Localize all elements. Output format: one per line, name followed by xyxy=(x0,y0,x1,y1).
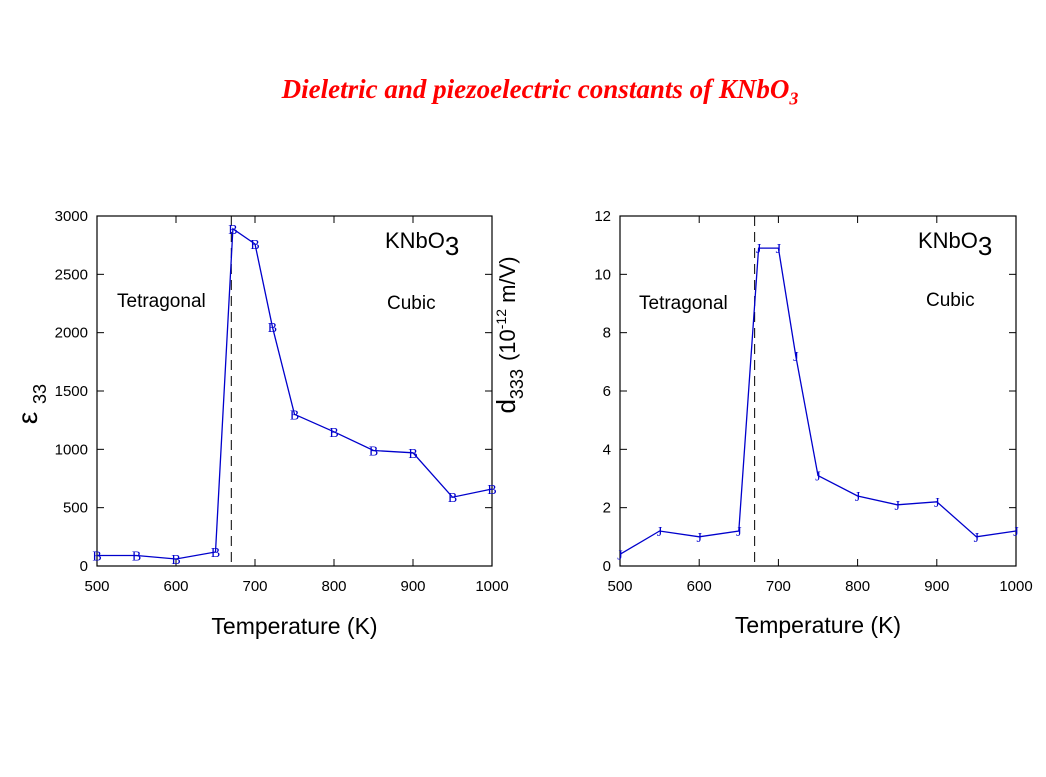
x-tick-label: 1000 xyxy=(999,578,1032,595)
x-tick-label: 900 xyxy=(924,578,949,595)
data-point: B xyxy=(211,546,220,561)
tetragonal-label: Tetragonal xyxy=(639,293,728,314)
data-point: B xyxy=(250,238,259,253)
y-tick-label: 1000 xyxy=(55,441,88,458)
title-text: Dieletric and piezoelectric constants of… xyxy=(281,74,790,104)
y-tick-label: 2000 xyxy=(55,325,88,342)
x-tick-label: 600 xyxy=(687,578,712,595)
cubic-label: Cubic xyxy=(926,290,975,311)
page-title: Dieletric and piezoelectric constants of… xyxy=(0,74,1046,109)
y-tick-label: 2 xyxy=(603,500,611,517)
x-tick-label: 500 xyxy=(607,578,632,595)
compound-subscript: 3 xyxy=(978,231,992,261)
y-axis-label: d333 (10-12 m/V) xyxy=(491,256,527,413)
compound-subscript: 3 xyxy=(445,231,459,261)
y-tick-label: 0 xyxy=(80,558,88,575)
data-point: J xyxy=(855,490,861,505)
data-point: B xyxy=(171,553,180,568)
data-point: B xyxy=(92,550,101,565)
compound-label: KNbO3 xyxy=(385,228,459,261)
series-line xyxy=(619,247,1017,555)
compound-label: KNbO3 xyxy=(918,228,992,261)
y-tick-label: 6 xyxy=(603,383,611,400)
x-axis-label: Temperature (K) xyxy=(735,612,901,638)
x-axis-label: Temperature (K) xyxy=(211,613,377,639)
data-point: B xyxy=(290,408,299,423)
data-point: B xyxy=(329,426,338,441)
y-axis-label-symbol: ε xyxy=(12,412,43,424)
plot-frame xyxy=(619,215,1017,567)
x-tick-label: 700 xyxy=(242,578,267,595)
data-point: B xyxy=(408,447,417,462)
compound-text: KNbO xyxy=(385,228,445,253)
data-point: J xyxy=(617,548,623,563)
data-point: J xyxy=(736,525,742,540)
data-point: J xyxy=(974,531,980,546)
tetragonal-label: Tetragonal xyxy=(117,291,206,312)
data-point: J xyxy=(756,242,762,257)
y-axis-label-subscript: 333 xyxy=(507,369,527,399)
y-axis-label-subscript: 33 xyxy=(30,384,50,404)
data-point: J xyxy=(793,350,799,365)
x-tick-label: 500 xyxy=(84,578,109,595)
series-line xyxy=(97,227,493,560)
data-point: B xyxy=(132,550,141,565)
x-tick-label: 800 xyxy=(845,578,870,595)
data-point: B xyxy=(369,445,378,460)
data-point: J xyxy=(657,525,663,540)
data-point: J xyxy=(934,496,940,511)
y-tick-label: 2500 xyxy=(55,266,88,283)
data-point: B xyxy=(268,321,277,336)
y-tick-label: 10 xyxy=(594,266,611,283)
x-tick-label: 900 xyxy=(400,578,425,595)
data-point: J xyxy=(776,242,782,257)
data-point: J xyxy=(1013,525,1019,540)
data-point: B xyxy=(228,223,237,238)
y-axis-label-unit-rest: m/V) xyxy=(495,256,520,309)
x-tick-label: 1000 xyxy=(475,578,508,595)
y-tick-label: 3000 xyxy=(55,208,88,225)
data-point: J xyxy=(815,470,821,485)
x-tick-label: 800 xyxy=(321,578,346,595)
x-tick-label: 600 xyxy=(163,578,188,595)
y-axis-label-symbol: d xyxy=(491,399,521,413)
y-tick-label: 12 xyxy=(594,208,611,225)
data-point: J xyxy=(696,531,702,546)
y-tick-label: 4 xyxy=(603,441,611,458)
title-subscript: 3 xyxy=(789,88,799,109)
y-tick-label: 1500 xyxy=(55,383,88,400)
y-axis-label-unit-sup: -12 xyxy=(493,309,509,329)
y-axis-label-text: d333 (10-12 m/V) xyxy=(491,256,527,413)
data-point: J xyxy=(894,499,900,514)
x-tick-label: 700 xyxy=(766,578,791,595)
data-point: B xyxy=(487,483,496,498)
y-tick-label: 500 xyxy=(63,500,88,517)
y-axis-label-unit: (10 xyxy=(495,329,520,361)
data-point: B xyxy=(448,491,457,506)
compound-text: KNbO xyxy=(918,228,978,253)
cubic-label: Cubic xyxy=(387,293,436,314)
y-tick-label: 0 xyxy=(603,558,611,575)
y-tick-label: 8 xyxy=(603,325,611,342)
